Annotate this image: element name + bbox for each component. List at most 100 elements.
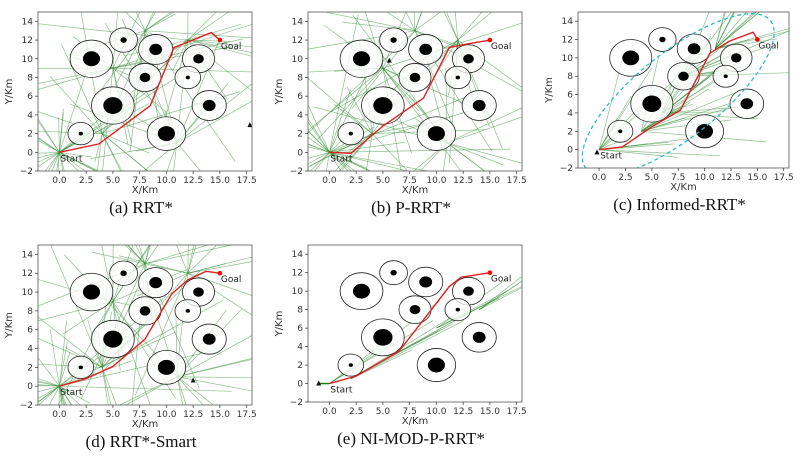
y-tick-label: 4 — [567, 109, 573, 119]
tree-edge — [176, 335, 252, 378]
x-tick-label: 17.5 — [237, 176, 257, 186]
obstacle-core — [149, 277, 163, 289]
tree-edge — [308, 67, 384, 131]
tree-edge — [58, 117, 60, 153]
y-tick-label: 8 — [27, 307, 33, 317]
tree-edge — [59, 386, 63, 405]
tree-edge — [124, 245, 146, 265]
tree-edge — [38, 152, 60, 168]
tree-edge — [114, 30, 146, 86]
tree-edge — [177, 376, 252, 379]
obstacle — [461, 90, 497, 121]
obstacle-core — [472, 99, 486, 112]
goal-label: Goal — [758, 42, 779, 52]
y-tick-label: 10 — [22, 55, 34, 65]
y-tick-label: 4 — [27, 345, 33, 355]
tree-edge — [59, 108, 64, 153]
obstacle — [146, 350, 187, 385]
start-label: Start — [330, 154, 352, 164]
tree-edge — [61, 44, 103, 134]
y-tick-label: 6 — [297, 92, 303, 102]
tree-edge — [446, 116, 522, 144]
tree-edge — [329, 151, 367, 169]
obstacle — [182, 44, 215, 74]
obstacle — [712, 64, 739, 88]
tree-edge — [187, 12, 217, 41]
x-tick-label: 0.0 — [322, 407, 337, 417]
y-tick-label: 0 — [297, 380, 303, 390]
x-tick-label: 10.0 — [156, 410, 176, 420]
tree-edge — [436, 286, 522, 329]
obstacle-core — [82, 284, 101, 300]
obstacle — [630, 85, 674, 123]
subplot-c: Start Goal 0.0 2.5 5.0 7.5 10.0 12.5 15.0 17.5 −2 0… — [544, 11, 794, 214]
obstacle — [67, 355, 95, 380]
tree-edge — [333, 103, 373, 134]
obstacle — [729, 88, 765, 119]
goal-marker — [755, 37, 760, 42]
x-tick-label: 10.0 — [156, 176, 176, 186]
tree-edge — [91, 251, 188, 274]
obstacle — [676, 33, 712, 64]
tree-edge — [49, 329, 60, 387]
goal-label: Goal — [491, 275, 512, 285]
obstacle-core — [723, 74, 728, 79]
obstacle-core — [193, 54, 204, 64]
tree-edge — [38, 120, 60, 153]
y-tick-label: 12 — [562, 36, 573, 46]
x-tick-label: 5.0 — [106, 410, 121, 420]
obstacle-core — [455, 307, 460, 312]
y-axis-label: Y/Km — [274, 79, 285, 106]
tree-edge — [176, 142, 201, 171]
tree-edge — [382, 22, 522, 69]
tree-edge — [138, 245, 146, 264]
tree-edge — [413, 12, 416, 31]
x-tick-label: 5.0 — [645, 173, 660, 183]
planned-path — [59, 270, 220, 387]
triangle-marker — [594, 149, 600, 155]
y-tick-label: 8 — [297, 73, 303, 83]
plot-frame — [37, 244, 253, 406]
goal-marker — [217, 270, 223, 276]
tree-edge — [118, 255, 188, 274]
obstacle-core — [373, 97, 393, 114]
obstacle — [416, 116, 457, 151]
obstacle — [138, 267, 174, 299]
tree-edge — [44, 152, 60, 171]
obstacle — [408, 34, 444, 65]
tree-edge — [308, 143, 330, 153]
y-tick-label: −2 — [560, 164, 573, 174]
planned-path — [59, 31, 221, 153]
tree-edge — [38, 385, 60, 399]
y-tick-label: 6 — [567, 91, 573, 101]
tree-edge — [308, 131, 330, 153]
obstacle — [398, 295, 432, 324]
obstacle — [146, 116, 187, 151]
obstacle-core — [139, 72, 151, 83]
y-tick-label: 10 — [292, 55, 304, 65]
tree-edge — [49, 75, 103, 134]
obstacle-core — [157, 126, 175, 142]
x-tick-label: 7.5 — [132, 410, 146, 420]
tree-edge — [714, 12, 755, 49]
tree-edge — [38, 137, 60, 153]
obstacle-core — [185, 75, 190, 80]
x-tick-label: 5.0 — [376, 407, 391, 417]
tree-edge — [314, 152, 330, 171]
tree-edge — [326, 12, 416, 32]
plot-frame — [37, 11, 253, 172]
goal-marker — [487, 37, 493, 43]
obstacle — [182, 277, 215, 307]
y-tick-label: 12 — [292, 36, 303, 46]
y-tick-label: 2 — [297, 130, 303, 140]
y-tick-label: 8 — [27, 73, 33, 83]
x-tick-label: 5.0 — [106, 176, 121, 186]
obstacle-core — [103, 97, 123, 114]
obstacle-core — [678, 71, 689, 81]
obstacle — [337, 121, 365, 146]
obstacle — [91, 86, 135, 125]
tree-edge — [308, 78, 373, 134]
obstacle-core — [463, 286, 474, 296]
x-tick-label: 0.0 — [322, 176, 337, 186]
y-tick-label: 14 — [22, 17, 34, 27]
